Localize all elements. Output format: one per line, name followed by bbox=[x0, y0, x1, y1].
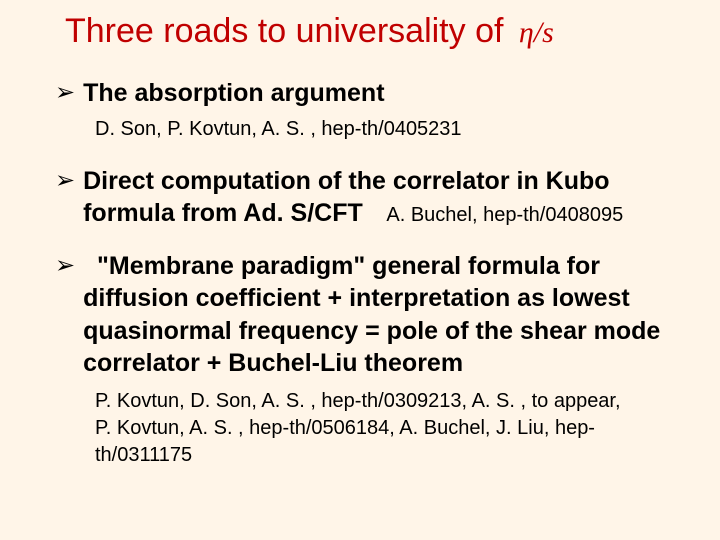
bullet-3: ➢ "Membrane paradigm" general formula fo… bbox=[55, 250, 690, 380]
title-formula: η/s bbox=[519, 16, 554, 49]
bullet-2-inline-citation: A. Buchel, hep-th/0408095 bbox=[370, 204, 624, 226]
bullet-3-cite-line1: P. Kovtun, D. Son, A. S. , hep-th/030921… bbox=[95, 390, 621, 412]
bullet-3-citation: P. Kovtun, D. Son, A. S. , hep-th/030921… bbox=[95, 388, 690, 469]
bullet-2-text: Direct computation of the correlator in … bbox=[83, 165, 690, 230]
bullet-3-cite-line2: P. Kovtun, A. S. , hep-th/0506184, A. Bu… bbox=[95, 417, 595, 466]
bullet-1-citation: D. Son, P. Kovtun, A. S. , hep-th/040523… bbox=[95, 116, 690, 143]
arrow-icon: ➢ bbox=[55, 77, 75, 108]
bullet-1: ➢ The absorption argument bbox=[55, 77, 690, 110]
bullet-2: ➢ Direct computation of the correlator i… bbox=[55, 165, 690, 230]
title-text: Three roads to universality of bbox=[65, 12, 503, 50]
bullet-1-text: The absorption argument bbox=[83, 77, 384, 110]
slide-container: Three roads to universality of η/s ➢ The… bbox=[0, 0, 720, 511]
slide-title: Three roads to universality of η/s bbox=[65, 12, 690, 51]
arrow-icon: ➢ bbox=[55, 165, 75, 196]
bullet-3-text: "Membrane paradigm" general formula for … bbox=[83, 250, 690, 380]
arrow-icon: ➢ bbox=[55, 250, 75, 281]
